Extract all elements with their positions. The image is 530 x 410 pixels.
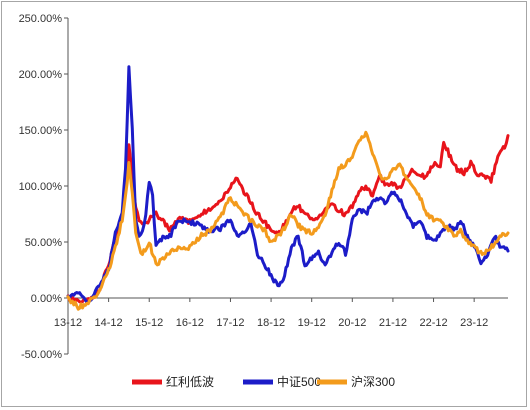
series-line-3 [66,130,510,311]
x-tick-label: 15-12 [135,317,163,329]
y-tick-label: 200.00% [19,69,63,81]
x-tick-label: 21-12 [379,317,407,329]
x-tick-label: 13-12 [54,317,82,329]
x-tick-label: 20-12 [338,317,366,329]
y-tick-label: 150.00% [19,125,63,137]
x-tick-label: 22-12 [419,317,447,329]
x-tick-label: 23-12 [460,317,488,329]
x-tick-label: 18-12 [257,317,285,329]
x-tick-label: 16-12 [176,317,204,329]
series-layer [66,65,510,311]
y-tick-label: 0.00% [31,293,62,305]
x-tick-label: 17-12 [216,317,244,329]
legend-label: 沪深300 [351,375,395,389]
legend-label: 中证500 [277,374,321,389]
x-axis: 13-12 14-12 15-12 16-12 17-12 18-12 19-12 20-12… [54,297,508,329]
y-tick-label: 100.00% [19,181,63,193]
y-tick-label: 50.00% [25,237,63,249]
y-axis: 250.00% 200.00% 150.00% 100.00% 50.00% 0.00% -… [19,13,69,361]
series-line-1 [66,134,510,304]
x-tick-label: 14-12 [95,317,123,329]
series-line-2 [66,65,510,305]
legend-label: 红利低波 [166,374,214,389]
y-tick-label: -50.00% [21,349,62,361]
y-tick-label: 250.00% [19,13,63,25]
x-tick-label: 19-12 [298,317,326,329]
legend: 红利低波 中证500 沪深300 [132,374,395,389]
